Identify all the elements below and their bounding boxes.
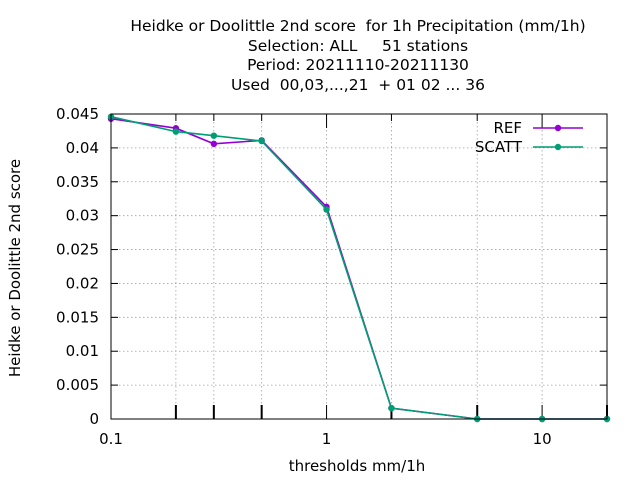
y-tick-label: 0.005 <box>56 376 99 394</box>
legend-marker-scatt <box>554 143 562 151</box>
x-tick-label: 10 <box>533 430 552 448</box>
title-line: Heidke or Doolittle 2nd score for 1h Pre… <box>130 17 586 35</box>
axis-ticks <box>110 113 608 420</box>
y-tick-label: 0.025 <box>56 241 99 259</box>
used-hours-line: Used 00,03,...,21 + 01 02 ... 36 <box>231 75 485 94</box>
y-axis-label: Heidke or Doolittle 2nd score <box>6 159 24 377</box>
y-tick-label: 0.04 <box>66 139 99 157</box>
legend-marker-ref <box>554 124 562 132</box>
x-tick-label: 1 <box>322 430 332 448</box>
y-tick-label: 0.015 <box>56 308 99 326</box>
y-tick-label: 0.03 <box>66 207 99 225</box>
data-point-scatt <box>258 137 265 145</box>
data-point-scatt <box>388 404 395 412</box>
x-axis-label: thresholds mm/1h <box>289 457 426 475</box>
x-tick-label: 0.1 <box>99 430 123 448</box>
chart-title: Heidke or Doolittle 2nd score for 1h Pre… <box>0 17 640 95</box>
selection-line: Selection: ALL 51 stations <box>247 36 469 55</box>
period-line: Period: 20211110-20211130 <box>247 56 469 74</box>
y-tick-label: 0.01 <box>66 342 99 360</box>
series-line-scatt <box>110 115 607 420</box>
legend-label-scatt: SCATT <box>475 138 523 156</box>
tick-labels: 0 0.005 0.01 0.015 0.02 0.025 0.03 0.035 0.04 0.0… <box>56 105 552 448</box>
plot-frame <box>110 113 608 420</box>
data-point-ref <box>210 140 218 148</box>
y-tick-label: 0.045 <box>56 105 99 123</box>
data-point-scatt <box>172 128 180 135</box>
y-tick-label: 0 <box>89 410 99 428</box>
legend-label-ref: REF <box>493 119 522 137</box>
y-tick-label: 0.02 <box>66 274 99 292</box>
y-tick-label: 0.035 <box>56 173 99 191</box>
series-line-ref <box>110 117 607 420</box>
data-point-scatt <box>210 132 218 139</box>
grid-lines <box>111 114 607 419</box>
series-lines <box>107 113 611 423</box>
data-point-scatt <box>323 206 330 213</box>
